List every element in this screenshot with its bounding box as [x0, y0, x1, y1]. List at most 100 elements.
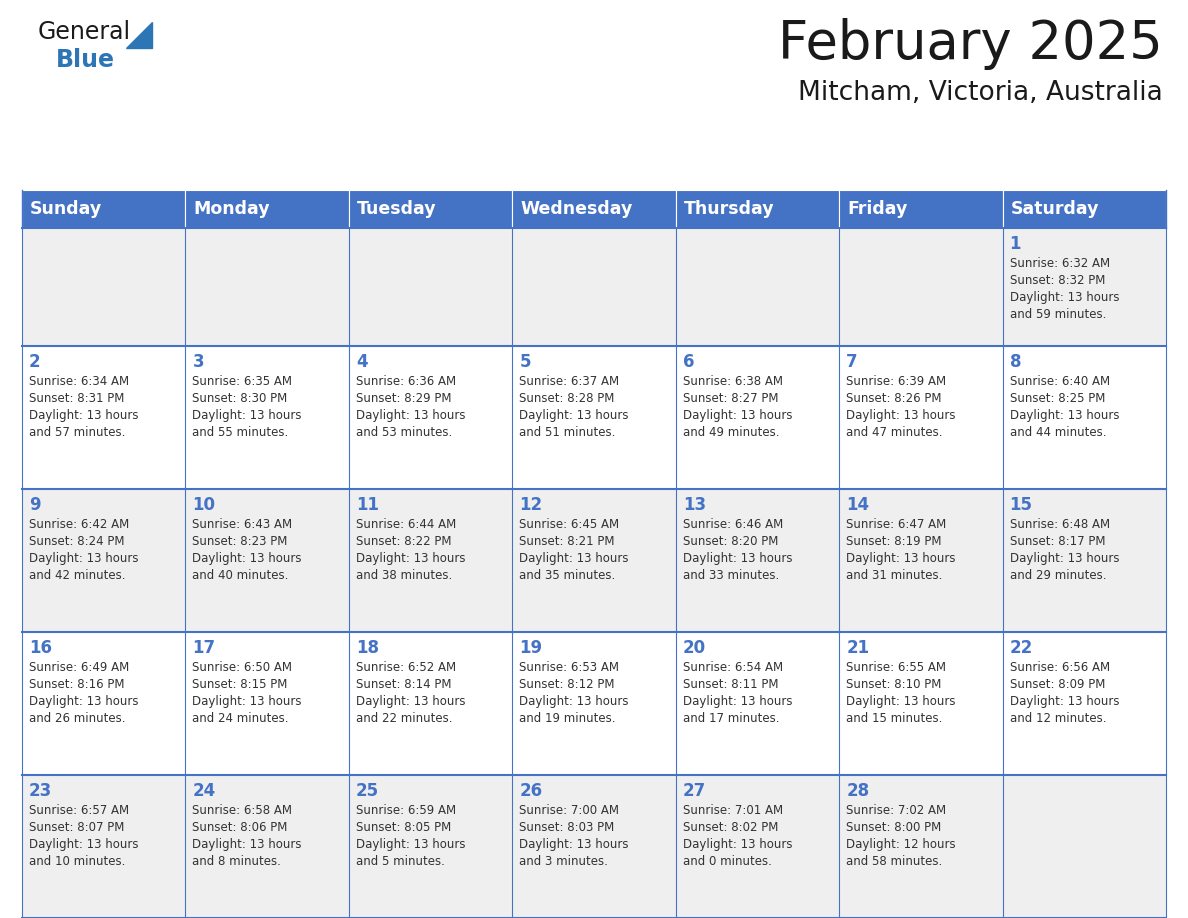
Text: Wednesday: Wednesday	[520, 200, 633, 218]
Text: Sunrise: 6:42 AM: Sunrise: 6:42 AM	[29, 518, 129, 531]
Text: Daylight: 13 hours: Daylight: 13 hours	[356, 695, 466, 708]
Text: and 40 minutes.: and 40 minutes.	[192, 569, 289, 582]
Bar	[676, 190, 839, 228]
Text: Sunrise: 6:44 AM: Sunrise: 6:44 AM	[356, 518, 456, 531]
Text: Sunrise: 6:52 AM: Sunrise: 6:52 AM	[356, 661, 456, 674]
Text: 12: 12	[519, 496, 543, 514]
Text: Sunset: 8:17 PM: Sunset: 8:17 PM	[1010, 535, 1105, 548]
Text: Sunrise: 7:01 AM: Sunrise: 7:01 AM	[683, 804, 783, 817]
Text: and 55 minutes.: and 55 minutes.	[192, 426, 289, 439]
Text: Sunset: 8:30 PM: Sunset: 8:30 PM	[192, 392, 287, 405]
Text: and 26 minutes.: and 26 minutes.	[29, 712, 126, 725]
Text: Daylight: 13 hours: Daylight: 13 hours	[519, 409, 628, 422]
Text: and 24 minutes.: and 24 minutes.	[192, 712, 289, 725]
Text: Friday: Friday	[847, 200, 908, 218]
Text: Sunrise: 7:00 AM: Sunrise: 7:00 AM	[519, 804, 619, 817]
Text: Sunrise: 7:02 AM: Sunrise: 7:02 AM	[846, 804, 947, 817]
Text: Sunrise: 6:59 AM: Sunrise: 6:59 AM	[356, 804, 456, 817]
Text: 16: 16	[29, 639, 52, 657]
Text: Sunrise: 6:46 AM: Sunrise: 6:46 AM	[683, 518, 783, 531]
Bar	[349, 190, 512, 228]
Text: Sunrise: 6:54 AM: Sunrise: 6:54 AM	[683, 661, 783, 674]
Bar	[23, 775, 1165, 918]
Text: Sunset: 8:11 PM: Sunset: 8:11 PM	[683, 678, 778, 691]
Text: and 51 minutes.: and 51 minutes.	[519, 426, 615, 439]
Text: 10: 10	[192, 496, 215, 514]
Text: Daylight: 13 hours: Daylight: 13 hours	[846, 409, 955, 422]
Text: Monday: Monday	[194, 200, 270, 218]
Text: and 35 minutes.: and 35 minutes.	[519, 569, 615, 582]
Text: Sunset: 8:26 PM: Sunset: 8:26 PM	[846, 392, 942, 405]
Text: Sunrise: 6:32 AM: Sunrise: 6:32 AM	[1010, 257, 1110, 270]
Text: Daylight: 13 hours: Daylight: 13 hours	[1010, 291, 1119, 304]
Text: and 47 minutes.: and 47 minutes.	[846, 426, 942, 439]
Bar	[23, 346, 1165, 489]
Text: 15: 15	[1010, 496, 1032, 514]
Text: Daylight: 13 hours: Daylight: 13 hours	[29, 552, 139, 565]
Text: Daylight: 13 hours: Daylight: 13 hours	[29, 838, 139, 851]
Text: Sunset: 8:28 PM: Sunset: 8:28 PM	[519, 392, 614, 405]
Text: 8: 8	[1010, 353, 1020, 371]
Text: Daylight: 13 hours: Daylight: 13 hours	[519, 695, 628, 708]
Text: Sunset: 8:07 PM: Sunset: 8:07 PM	[29, 821, 125, 834]
Text: Sunset: 8:16 PM: Sunset: 8:16 PM	[29, 678, 125, 691]
Text: Thursday: Thursday	[684, 200, 775, 218]
Text: Saturday: Saturday	[1011, 200, 1099, 218]
Polygon shape	[126, 22, 152, 48]
Text: Daylight: 13 hours: Daylight: 13 hours	[356, 838, 466, 851]
Text: and 0 minutes.: and 0 minutes.	[683, 855, 771, 868]
Text: Sunrise: 6:43 AM: Sunrise: 6:43 AM	[192, 518, 292, 531]
Text: Mitcham, Victoria, Australia: Mitcham, Victoria, Australia	[798, 80, 1163, 106]
Text: Sunrise: 6:39 AM: Sunrise: 6:39 AM	[846, 375, 947, 388]
Text: Sunset: 8:20 PM: Sunset: 8:20 PM	[683, 535, 778, 548]
Text: 23: 23	[29, 782, 52, 800]
Bar	[185, 190, 349, 228]
Bar	[839, 190, 1003, 228]
Text: Daylight: 13 hours: Daylight: 13 hours	[1010, 409, 1119, 422]
Text: Sunrise: 6:45 AM: Sunrise: 6:45 AM	[519, 518, 619, 531]
Text: 11: 11	[356, 496, 379, 514]
Text: 28: 28	[846, 782, 870, 800]
Text: 26: 26	[519, 782, 543, 800]
Text: Sunset: 8:10 PM: Sunset: 8:10 PM	[846, 678, 942, 691]
Bar	[23, 632, 1165, 775]
Bar	[23, 190, 185, 228]
Text: Sunset: 8:06 PM: Sunset: 8:06 PM	[192, 821, 287, 834]
Text: and 59 minutes.: and 59 minutes.	[1010, 308, 1106, 321]
Text: Daylight: 13 hours: Daylight: 13 hours	[683, 552, 792, 565]
Text: Sunset: 8:29 PM: Sunset: 8:29 PM	[356, 392, 451, 405]
Text: 3: 3	[192, 353, 204, 371]
Text: and 15 minutes.: and 15 minutes.	[846, 712, 942, 725]
Text: Daylight: 13 hours: Daylight: 13 hours	[683, 409, 792, 422]
Text: and 12 minutes.: and 12 minutes.	[1010, 712, 1106, 725]
Text: Sunset: 8:19 PM: Sunset: 8:19 PM	[846, 535, 942, 548]
Text: Sunrise: 6:55 AM: Sunrise: 6:55 AM	[846, 661, 946, 674]
Text: Sunrise: 6:53 AM: Sunrise: 6:53 AM	[519, 661, 619, 674]
Text: Daylight: 13 hours: Daylight: 13 hours	[356, 552, 466, 565]
Text: 1: 1	[1010, 235, 1020, 253]
Text: Daylight: 13 hours: Daylight: 13 hours	[846, 695, 955, 708]
Text: Tuesday: Tuesday	[358, 200, 437, 218]
Bar	[23, 489, 1165, 632]
Text: Daylight: 13 hours: Daylight: 13 hours	[29, 695, 139, 708]
Text: Sunrise: 6:35 AM: Sunrise: 6:35 AM	[192, 375, 292, 388]
Text: Sunset: 8:25 PM: Sunset: 8:25 PM	[1010, 392, 1105, 405]
Text: Sunrise: 6:38 AM: Sunrise: 6:38 AM	[683, 375, 783, 388]
Text: and 17 minutes.: and 17 minutes.	[683, 712, 779, 725]
Text: and 33 minutes.: and 33 minutes.	[683, 569, 779, 582]
Text: Daylight: 13 hours: Daylight: 13 hours	[683, 838, 792, 851]
Text: Sunset: 8:12 PM: Sunset: 8:12 PM	[519, 678, 614, 691]
Text: Sunset: 8:31 PM: Sunset: 8:31 PM	[29, 392, 125, 405]
Text: Sunset: 8:21 PM: Sunset: 8:21 PM	[519, 535, 614, 548]
Text: and 44 minutes.: and 44 minutes.	[1010, 426, 1106, 439]
Text: Sunrise: 6:56 AM: Sunrise: 6:56 AM	[1010, 661, 1110, 674]
Text: Daylight: 13 hours: Daylight: 13 hours	[192, 409, 302, 422]
Text: Sunset: 8:27 PM: Sunset: 8:27 PM	[683, 392, 778, 405]
Text: 13: 13	[683, 496, 706, 514]
Text: Sunrise: 6:40 AM: Sunrise: 6:40 AM	[1010, 375, 1110, 388]
Text: Sunset: 8:23 PM: Sunset: 8:23 PM	[192, 535, 287, 548]
Text: 2: 2	[29, 353, 40, 371]
Text: Sunrise: 6:57 AM: Sunrise: 6:57 AM	[29, 804, 129, 817]
Text: and 22 minutes.: and 22 minutes.	[356, 712, 453, 725]
Text: and 8 minutes.: and 8 minutes.	[192, 855, 282, 868]
